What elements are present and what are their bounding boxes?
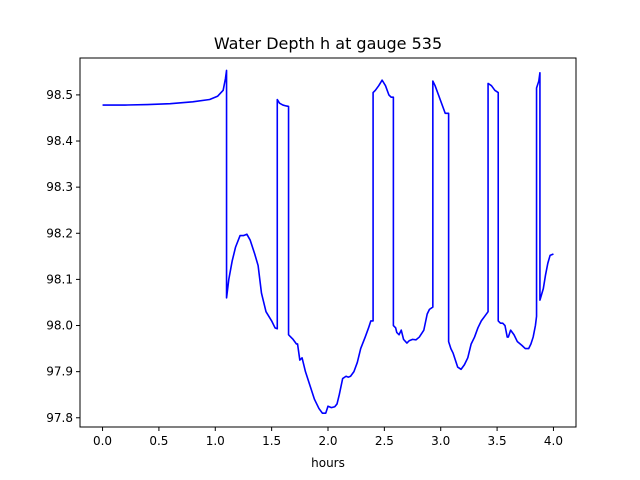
x-axis-label: hours: [311, 456, 345, 470]
x-tick-label: 1.0: [206, 434, 225, 448]
y-tick-label: 98.2: [46, 226, 73, 240]
y-tick-label: 98.1: [46, 272, 73, 286]
x-tick-label: 1.5: [262, 434, 281, 448]
plot-area: [80, 58, 576, 427]
x-tick-label: 0.5: [149, 434, 168, 448]
y-axis-ticks: 97.8 97.9 98.0 98.1 98.2 98.3 98.4 98.5: [46, 88, 80, 425]
y-tick-label: 98.3: [46, 180, 73, 194]
y-tick-label: 97.8: [46, 411, 73, 425]
x-tick-label: 0.0: [93, 434, 112, 448]
series-line-0: [102, 69, 554, 414]
x-axis-ticks: 0.0 0.5 1.0 1.5 2.0 2.5 3.0 3.5 4.0: [93, 427, 563, 448]
x-tick-label: 3.0: [431, 434, 450, 448]
y-tick-label: 98.4: [46, 134, 73, 148]
x-tick-label: 2.0: [318, 434, 337, 448]
x-tick-label: 3.5: [488, 434, 507, 448]
chart-title: Water Depth h at gauge 535: [214, 34, 442, 53]
y-tick-label: 98.0: [46, 319, 73, 333]
x-tick-label: 4.0: [544, 434, 563, 448]
y-tick-label: 98.5: [46, 88, 73, 102]
y-tick-label: 97.9: [46, 365, 73, 379]
series-lines: [102, 69, 554, 414]
x-tick-label: 2.5: [375, 434, 394, 448]
